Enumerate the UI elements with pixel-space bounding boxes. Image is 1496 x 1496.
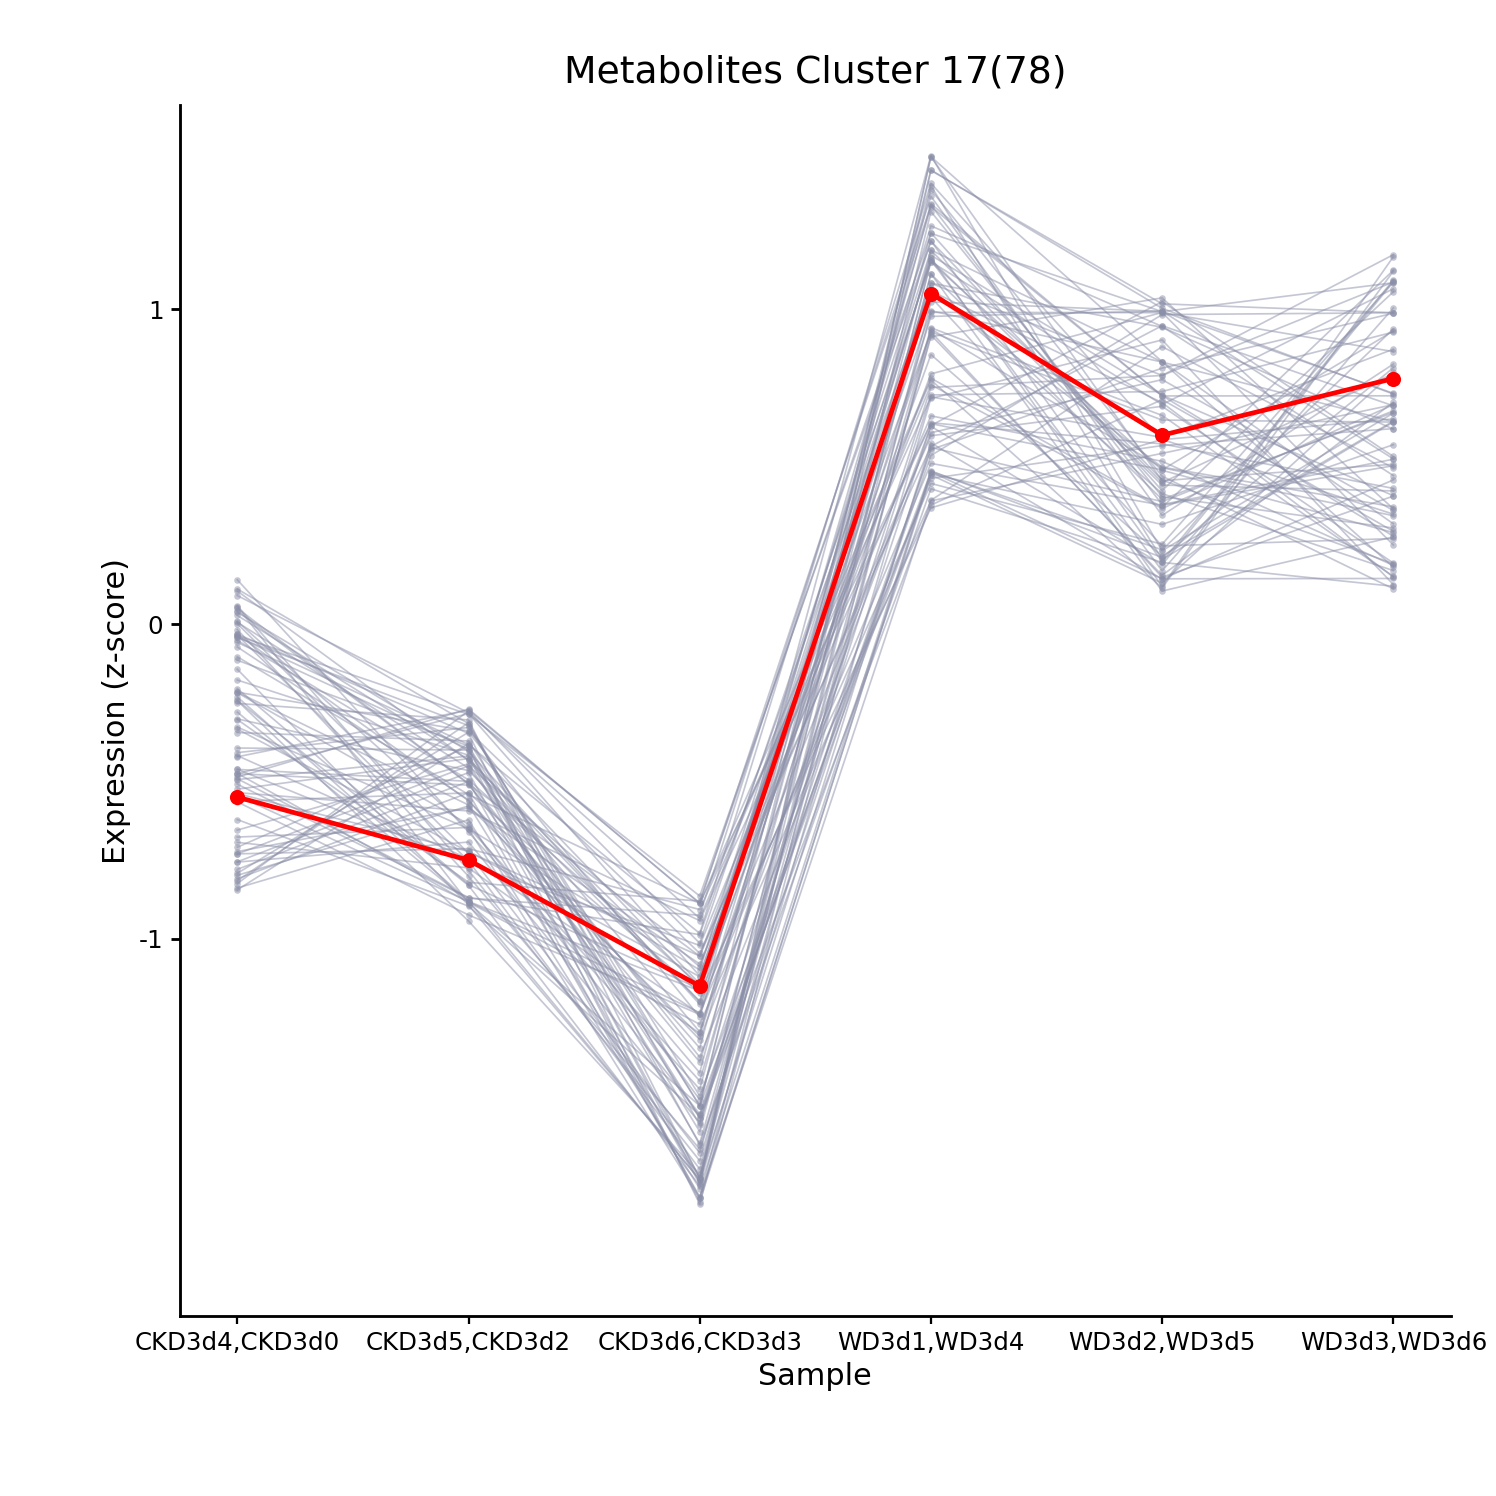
Title: Metabolites Cluster 17(78): Metabolites Cluster 17(78) <box>564 54 1067 90</box>
Y-axis label: Expression (z-score): Expression (z-score) <box>102 558 132 863</box>
X-axis label: Sample: Sample <box>758 1363 872 1391</box>
